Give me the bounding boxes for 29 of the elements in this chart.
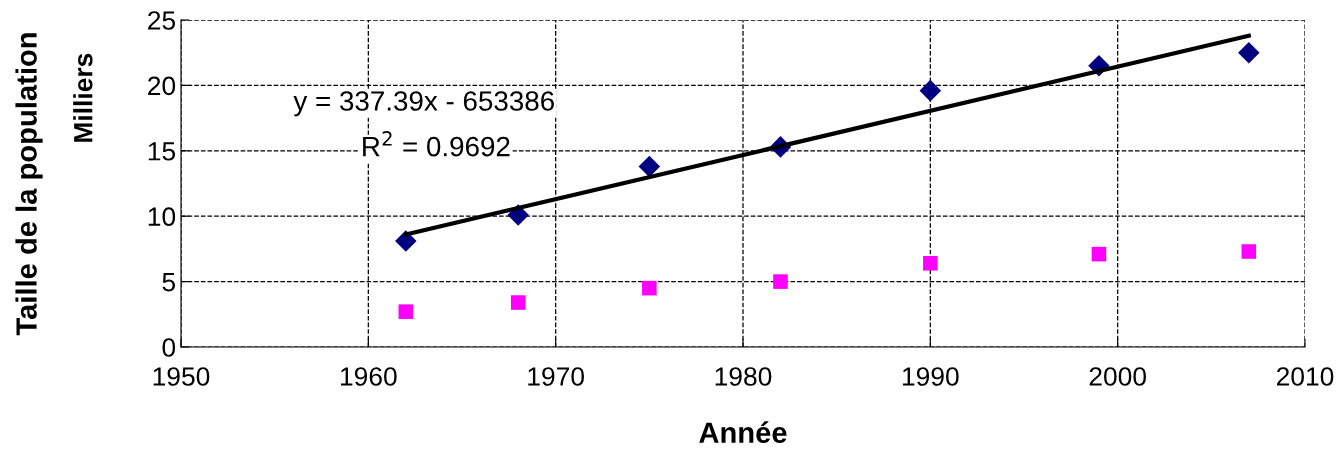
x-tick-label: 1950	[153, 367, 210, 386]
y-tick-label: 15	[148, 142, 176, 161]
point	[1241, 244, 1257, 259]
text: Milliers	[73, 53, 93, 142]
point	[923, 256, 938, 271]
y-tick-label: 0	[162, 338, 176, 357]
x-axis-title: Année	[699, 421, 787, 444]
point	[510, 295, 526, 310]
y-tick-label: 25	[148, 11, 176, 30]
x-tick-label: 1970	[528, 367, 584, 386]
x-tick-label: 2010	[1276, 367, 1334, 386]
point	[919, 79, 942, 102]
point	[773, 274, 788, 289]
y-tick-label: 20	[148, 76, 176, 96]
point	[638, 155, 661, 178]
x-tick-label: 1980	[715, 367, 772, 386]
point	[642, 280, 657, 296]
point	[1238, 41, 1260, 64]
x-tick-label: 1960	[341, 367, 397, 386]
point	[1091, 246, 1107, 262]
x-tick-label: 2000	[1089, 367, 1146, 386]
annotation: R$^{2}$ = 0.9692	[363, 131, 510, 157]
y-tick-label: 5	[162, 273, 176, 292]
point	[395, 230, 417, 252]
point	[398, 304, 414, 319]
annotation: y = 337.39x - 653386	[293, 91, 554, 117]
x-tick-label: 1990	[903, 367, 959, 386]
y-axis-title: Taille de la population	[15, 33, 43, 336]
y-tick-label: 10	[148, 207, 176, 227]
